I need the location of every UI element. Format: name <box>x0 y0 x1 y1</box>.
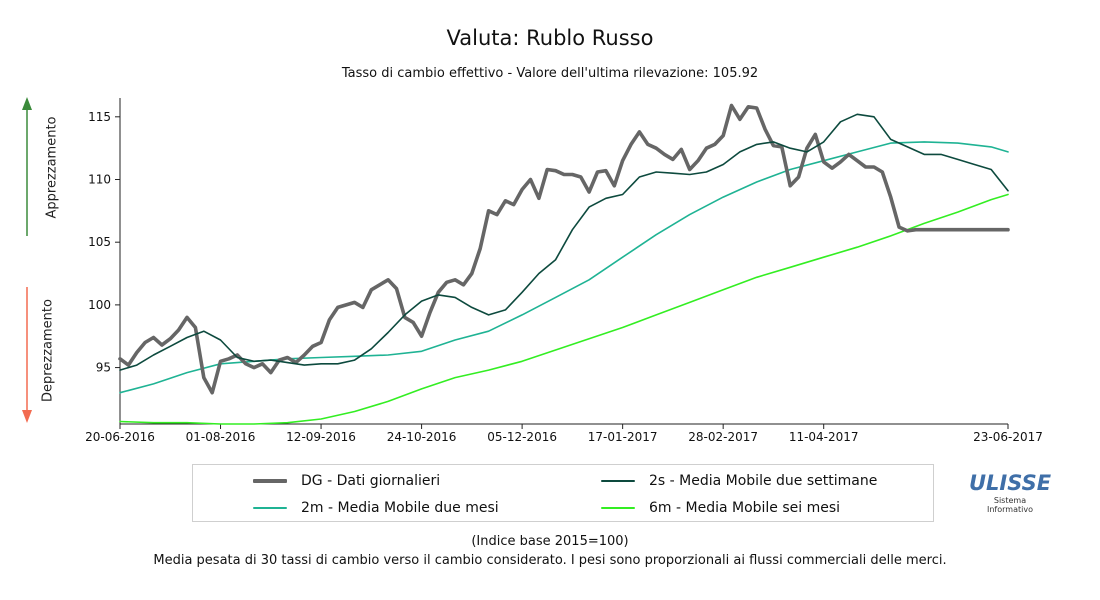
x-tick-label: 20-06-2016 <box>85 430 155 444</box>
logo-wordmark: ULISSE <box>968 471 1052 495</box>
y-tick-label: 115 <box>88 110 111 124</box>
series-line-m6 <box>119 193 1009 425</box>
appreciation-arrow-head <box>22 97 32 110</box>
footer-index-note: (Indice base 2015=100) <box>471 534 629 549</box>
appreciation-label: Apprezzamento <box>44 116 60 219</box>
legend-label-dg: DG - Dati giornalieri <box>301 473 441 489</box>
legend-swatch-m6 <box>601 507 635 509</box>
legend-label-m2: 2m - Media Mobile due mesi <box>301 500 499 516</box>
x-tick-label: 28-02-2017 <box>688 430 758 444</box>
y-tick-label: 105 <box>88 235 111 249</box>
x-tick-label: 17-01-2017 <box>588 430 658 444</box>
depreciation-arrow-head <box>22 410 32 423</box>
logo-subtitle-2: Informativo <box>987 505 1033 514</box>
ulisse-logo: ULISSE Sistema Informativo <box>968 470 1052 514</box>
chart-subtitle: Tasso di cambio effettivo - Valore dell'… <box>341 66 759 81</box>
legend-label-m6: 6m - Media Mobile sei mesi <box>649 500 841 516</box>
legend-item-dg: DG - Dati giornalieri <box>253 473 440 489</box>
chart-legend: DG - Dati giornalieri 2s - Media Mobile … <box>192 464 934 522</box>
x-tick-label: 11-04-2017 <box>789 430 859 444</box>
depreciation-label: Deprezzamento <box>40 299 56 402</box>
y-tick-label: 95 <box>96 361 111 375</box>
x-tick-label: 12-09-2016 <box>286 430 356 444</box>
x-tick-label: 05-12-2016 <box>487 430 557 444</box>
y-tick-label: 110 <box>88 173 111 187</box>
series-line-dg <box>118 103 1010 395</box>
x-tick-label: 01-08-2016 <box>186 430 256 444</box>
x-tick-label: 24-10-2016 <box>387 430 457 444</box>
footer-description: Media pesata di 30 tassi di cambio verso… <box>153 553 947 568</box>
legend-item-m6: 6m - Media Mobile sei mesi <box>601 500 840 516</box>
x-tick-label: 23-06-2017 <box>973 430 1043 444</box>
legend-swatch-dg <box>253 479 287 483</box>
legend-label-s2: 2s - Media Mobile due settimane <box>649 473 878 489</box>
chart-title: Valuta: Rublo Russo <box>446 26 654 50</box>
logo-subtitle-1: Sistema <box>993 496 1027 505</box>
legend-swatch-m2 <box>253 507 287 509</box>
legend-item-m2: 2m - Media Mobile due mesi <box>253 500 499 516</box>
y-tick-label: 100 <box>88 298 111 312</box>
series-line-m2 <box>119 141 1009 394</box>
series-line-s2 <box>119 113 1009 371</box>
legend-swatch-s2 <box>601 480 635 482</box>
legend-item-s2: 2s - Media Mobile due settimane <box>601 473 877 489</box>
